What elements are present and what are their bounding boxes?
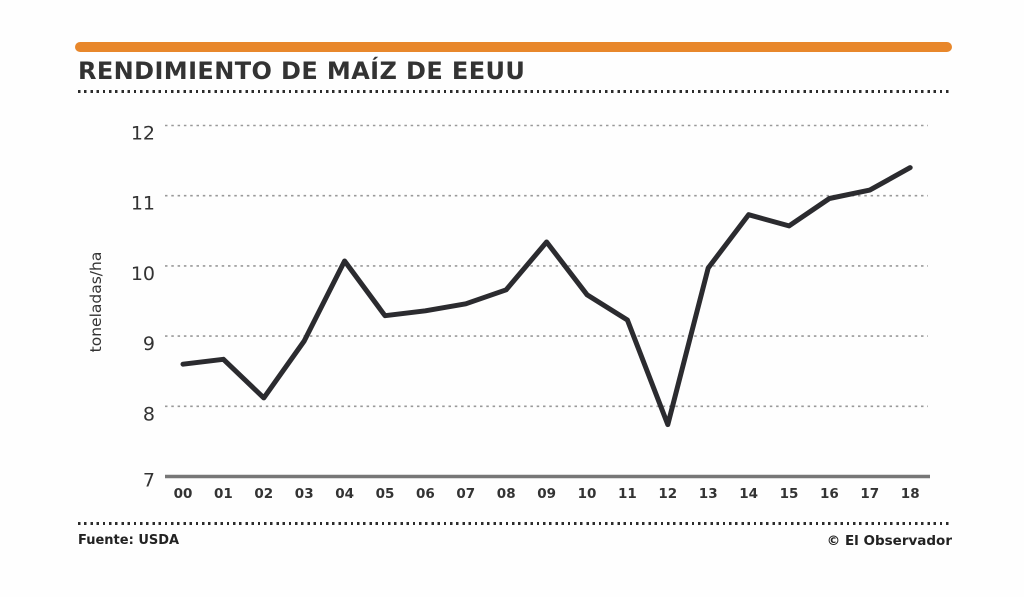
y-tick-label-7: 7 [143,470,155,492]
x-tick-label-06: 06 [416,486,435,502]
x-tick-label-12: 12 [658,486,677,502]
chart-title: RENDIMIENTO DE MAÍZ DE EEUU [78,57,526,85]
x-tick-label-04: 04 [335,486,354,502]
source-label: Fuente: USDA [78,533,180,548]
y-tick-label-9: 9 [143,333,155,355]
data-line-series-0 [180,165,913,428]
x-tick-label-08: 08 [497,486,516,502]
title-dotted-divider [78,90,952,93]
y-tick-label-10: 10 [131,263,155,285]
x-tick-label-00: 00 [174,486,193,502]
x-tick-label-15: 15 [780,486,799,502]
x-tick-label-02: 02 [254,486,273,502]
footer: Fuente: USDA © El Observador [78,533,952,549]
x-tick-label-10: 10 [578,486,597,502]
accent-bar [75,42,952,52]
x-tick-label-07: 07 [456,486,475,502]
x-tick-label-13: 13 [699,486,718,502]
x-tick-label-03: 03 [295,486,314,502]
x-tick-label-17: 17 [860,486,879,502]
x-tick-label-09: 09 [537,486,556,502]
y-tick-label-12: 12 [131,123,155,145]
footer-dotted-divider [78,522,952,525]
x-tick-label-18: 18 [901,486,920,502]
x-tick-label-14: 14 [739,486,758,502]
x-tick-label-11: 11 [618,486,637,502]
x-tick-label-01: 01 [214,486,233,502]
x-tick-label-16: 16 [820,486,839,502]
x-tick-label-05: 05 [376,486,395,502]
y-tick-label-11: 11 [131,193,155,215]
credit-label: © El Observador [826,533,952,549]
y-axis-title: toneladas/ha [87,252,105,353]
y-tick-label-8: 8 [143,403,155,425]
